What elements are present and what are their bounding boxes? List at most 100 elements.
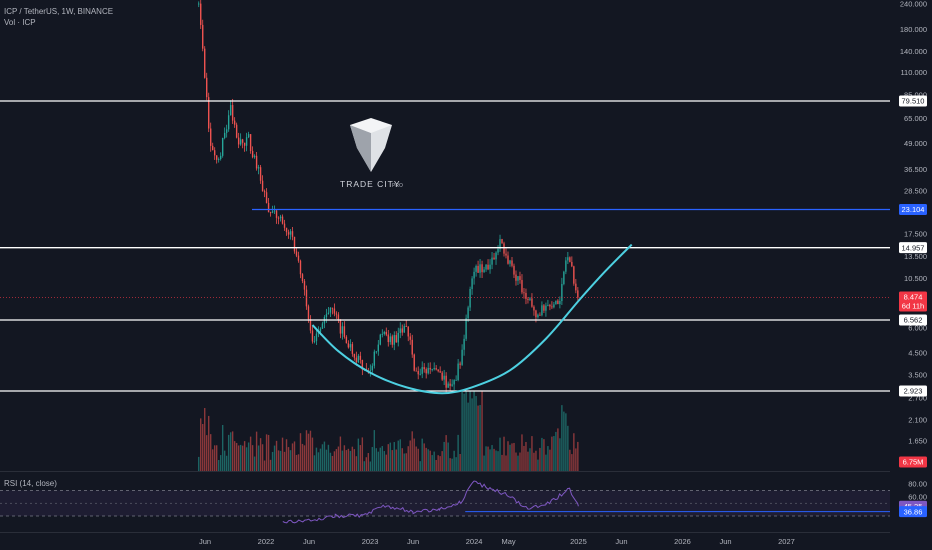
cup-curve[interactable] [311, 243, 633, 395]
volume-bar [202, 424, 204, 471]
time-axis[interactable]: Jun 2022 Jun 2023 Jun 2024 May 2025 Jun 2026 Jun 20… [0, 532, 890, 547]
candle-body [559, 300, 561, 305]
volume-bar [229, 432, 232, 471]
candle-body [523, 292, 525, 294]
y-tick-label: 17.500 [904, 229, 927, 238]
candle-body [521, 280, 523, 293]
candle-body [443, 375, 445, 380]
candle-body [339, 319, 342, 334]
candle-body [249, 134, 252, 151]
volume-bar [481, 391, 483, 471]
level-tag-79.510-bg [899, 95, 927, 107]
volume-bar [401, 448, 403, 471]
volume-bar [451, 458, 453, 471]
volume-bar [515, 452, 517, 471]
volume-bar [567, 425, 569, 471]
candle-body [551, 306, 553, 308]
rsi-legend[interactable]: RSI (14, close) [4, 479, 57, 488]
volume-bar [237, 445, 240, 471]
x-tick-label: 2022 [258, 537, 275, 546]
volume-bar [255, 431, 258, 471]
candle-body [303, 281, 306, 290]
candle-body [471, 278, 473, 289]
volume-bar [387, 444, 389, 471]
volume-bar [429, 450, 431, 471]
candle-body [399, 328, 401, 333]
candle-body [247, 134, 250, 138]
volume-legend[interactable]: Vol · ICP [4, 18, 36, 27]
y-tick-label: 6.000 [908, 323, 927, 332]
volume-bar [351, 446, 354, 471]
volume-bar [477, 405, 479, 471]
candle-body [223, 132, 226, 138]
volume-bar [417, 448, 419, 471]
y-tick-label: 49.000 [904, 139, 927, 148]
volume-bar [259, 438, 262, 471]
volume-bar [381, 446, 383, 471]
candle-body [463, 338, 465, 350]
volume-bar [563, 411, 565, 471]
volume-bar [511, 443, 513, 471]
volume-bar [361, 437, 364, 471]
volume-bar [465, 391, 467, 471]
last-price-countdown: 6d 11h [902, 302, 924, 311]
volume-bar [369, 461, 372, 471]
volume-bar [439, 456, 441, 471]
level-tag-6.562: 6.562 [904, 316, 923, 325]
volume-bar [213, 445, 216, 471]
volume-bar [539, 447, 541, 471]
volume-bar [393, 442, 395, 471]
candle-body [423, 367, 425, 370]
candle-body [545, 305, 547, 311]
y-tick-label: 36.500 [904, 165, 927, 174]
candle-body [271, 211, 274, 213]
volume-bar [405, 453, 407, 471]
volume-bar [433, 451, 435, 471]
candle-body [381, 333, 383, 335]
volume-bar [215, 445, 218, 471]
volume-bar [503, 436, 505, 471]
candle-body [449, 383, 451, 386]
y-tick-label: 13.500 [904, 252, 927, 261]
volume-bar [471, 398, 473, 471]
volume-bar [373, 430, 376, 471]
volume-bar [421, 438, 423, 471]
volume-bar [537, 459, 539, 471]
candle-body [485, 264, 487, 270]
candle-body [393, 335, 395, 345]
candle-body [425, 369, 427, 374]
horizontal-levels[interactable] [0, 100, 890, 392]
level-tag-6.562-bg [899, 314, 927, 326]
volume-bar [483, 455, 485, 471]
candle-body [547, 304, 549, 306]
candle-body [407, 326, 409, 337]
y-tick-label: 2.100 [908, 416, 927, 425]
rsi-line [282, 480, 579, 524]
candle-body [357, 355, 360, 363]
volume-bar [577, 441, 579, 471]
candle-body [241, 139, 244, 143]
cup-curve-line[interactable] [311, 243, 633, 395]
candle-body [383, 331, 385, 334]
volume-bar [467, 402, 469, 471]
volume-bar [311, 437, 314, 471]
candle-body [395, 335, 397, 343]
level-tag-23.104: 23.104 [902, 205, 925, 214]
trade-city-logo-top [350, 118, 392, 133]
volume-bar [225, 455, 228, 471]
symbol-title[interactable]: ICP / TetherUS, 1W, BINANCE [4, 7, 114, 16]
candle-body [315, 333, 318, 342]
y-tick-label: 28.500 [904, 187, 927, 196]
candle-body [217, 159, 220, 160]
candle-body [389, 336, 391, 343]
volume-bar [469, 391, 471, 471]
candle-body [543, 305, 545, 311]
candle-body [307, 306, 310, 320]
volume-bar [211, 449, 214, 471]
volume-bar [461, 391, 463, 471]
volume-bar [271, 451, 274, 471]
volume-bar [315, 447, 318, 471]
level-tag-2.923: 2.923 [904, 387, 923, 396]
trade-city-watermark: TRADE CITY PRO [340, 118, 403, 189]
